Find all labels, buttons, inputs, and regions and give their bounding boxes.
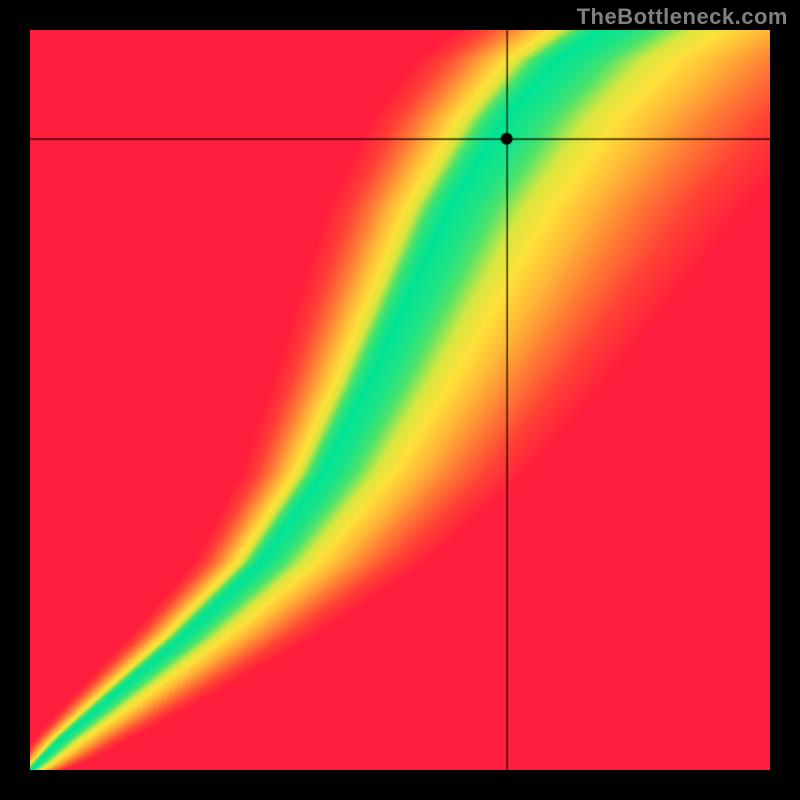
bottleneck-heatmap bbox=[30, 30, 770, 770]
watermark-text: TheBottleneck.com bbox=[577, 4, 788, 30]
